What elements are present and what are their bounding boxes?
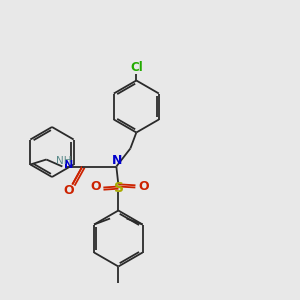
- Text: N: N: [64, 160, 73, 170]
- Text: Cl: Cl: [130, 61, 143, 74]
- Text: O: O: [90, 180, 101, 193]
- Text: O: O: [138, 180, 149, 193]
- Text: N: N: [112, 154, 122, 167]
- Text: O: O: [63, 184, 74, 197]
- Text: NH: NH: [56, 157, 71, 166]
- Text: S: S: [114, 181, 124, 194]
